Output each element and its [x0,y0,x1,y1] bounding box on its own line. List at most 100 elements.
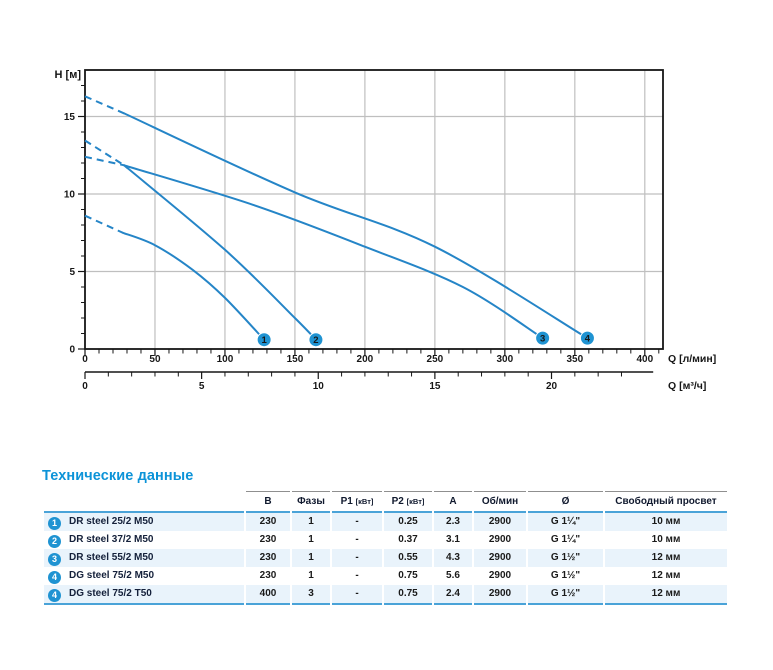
cell-rpm: 2900 [474,513,526,531]
curve-solid-3 [123,164,544,340]
cell-phases: 3 [292,585,330,605]
y-axis-label: H [м] [55,69,82,81]
x2-tick-label: 15 [429,381,441,392]
model-name: DR steel 25/2 M50 [69,516,154,527]
curve-dashed-1 [84,214,124,234]
column-header-a: А [434,491,472,513]
cell-p2: 0.55 [384,549,432,567]
curve-marker-1 [256,332,272,348]
row-marker-badge: 2 [48,535,61,548]
cell-a: 2.3 [434,513,472,531]
x-tick-label: 50 [149,354,161,365]
x-axis-label-lmin: Q [л/мин] [668,353,716,365]
curve-dashed-2 [84,155,125,167]
pump-performance-chart: 0 5 10 15 0 50 100 150 200 250 300 350 400 0 5 10 15 20 H … [55,69,717,392]
table-row: 1 DR steel 25/2 M50 230 1-0.25 2.3 2900 G 1¼" 1… [44,513,727,531]
cell-rpm: 2900 [474,585,526,605]
column-header-clear: Свободный просвет [605,491,727,513]
cell-p1: - [332,585,382,605]
cell-rpm: 2900 [474,549,526,567]
row-marker-badge: 4 [48,571,61,584]
model-name: DG steel 75/2 T50 [69,588,152,599]
cell-model: 1 DR steel 25/2 M50 [44,513,244,531]
curve-solid-4 [123,112,589,340]
y-tick-label: 15 [64,112,76,123]
cell-clear: 10 мм [651,534,681,545]
cell-p1: - [332,549,382,567]
cell-p2: 0.75 [398,570,418,581]
cell-p1: - [332,513,382,531]
cell-clear: 12 мм [605,549,727,567]
model-name: DG steel 75/2 M50 [69,570,155,581]
column-header-v: В [246,491,290,513]
cell-v: 400 [246,585,290,605]
cell-model: 4 DG steel 75/2 T50 [44,585,244,605]
table-header: В Фазы P1 [кВт] P2 [кВт] А Об/мин Ø Свободный п… [44,491,727,513]
column-header-p2: P2 [кВт] [384,491,432,513]
x-tick-label: 250 [427,354,444,365]
x-tick-label: 0 [82,354,88,365]
cell-clear: 10 мм [605,513,727,531]
cell-a: 5.6 [446,570,460,581]
cell-p1: - [355,570,359,581]
x-tick-label: 350 [566,354,583,365]
cell-a: 4.3 [434,549,472,567]
cell-a: 3.1 [446,534,460,545]
y-tick-label: 5 [69,267,75,278]
curve-marker-label-1: 1 [261,335,267,346]
curve-marker-3 [535,330,551,346]
cell-clear: 12 мм [605,585,727,605]
cell-p2: 0.25 [384,513,432,531]
technical-data-table: В Фазы P1 [кВт] P2 [кВт] А Об/мин Ø Свободный п… [42,491,729,605]
row-marker-badge: 4 [48,589,61,602]
cell-rpm: 2900 [488,534,512,545]
cell-clear: 12 мм [651,570,681,581]
row-marker-badge: 1 [48,517,61,530]
x-tick-label: 400 [636,354,653,365]
cell-d: G 1¼" [528,513,603,531]
table-row: 3 DR steel 55/2 M50 230 1-0.55 4.3 2900 G 1½" 1… [44,549,727,567]
x-tick-label: 150 [287,354,304,365]
cell-v: 230 [246,549,290,567]
x2-tick-label: 0 [82,381,88,392]
cell-v: 230 [259,570,277,581]
cell-phases: 1 [308,570,314,581]
table-title: Технические данные [42,468,194,484]
x-tick-label: 100 [217,354,234,365]
table-row: 4 DG steel 75/2 M50 230 1 - 0.75 5.6 2900 G 1½" 1… [44,567,727,585]
x-axis-label-m3h: Q [м³/ч] [668,380,706,392]
cell-a: 2.4 [434,585,472,605]
curve-solid-1 [121,231,266,341]
cell-v: 230 [259,534,277,545]
cell-p2: 0.75 [384,585,432,605]
plot-border [84,69,664,350]
cell-rpm: 2900 [488,570,512,581]
cell-v: 230 [246,513,290,531]
x2-tick-label: 10 [313,381,325,392]
cell-p2: 0.37 [398,534,418,545]
column-header-rpm: Об/мин [474,491,526,513]
x2-tick-label: 5 [199,381,205,392]
cell-d: G 1¼" [550,534,581,545]
cell-model: 3 DR steel 55/2 M50 [44,549,244,567]
x-tick-label: 200 [357,354,374,365]
cell-phases: 1 [308,534,314,545]
column-header-d: Ø [528,491,603,513]
y-tick-label: 10 [64,190,76,201]
model-name: DR steel 55/2 M50 [69,552,154,563]
cell-p1: - [355,534,359,545]
column-header-model [44,491,244,513]
cell-phases: 1 [292,549,330,567]
cell-d: G 1½" [528,549,603,567]
curve-solid-2 [123,164,317,341]
x-tick-label: 300 [497,354,514,365]
curve-marker-label-2: 2 [313,335,318,346]
table-row: 4 DG steel 75/2 T50 400 3-0.75 2.4 2900 G 1½" 1… [44,585,727,605]
curve-marker-label-3: 3 [540,334,545,345]
cell-d: G 1½" [550,570,581,581]
cell-model: 4 DG steel 75/2 M50 [44,567,244,585]
column-header-p1: P1 [кВт] [332,491,382,513]
cell-phases: 1 [292,513,330,531]
curve-dashed-3 [84,139,125,167]
